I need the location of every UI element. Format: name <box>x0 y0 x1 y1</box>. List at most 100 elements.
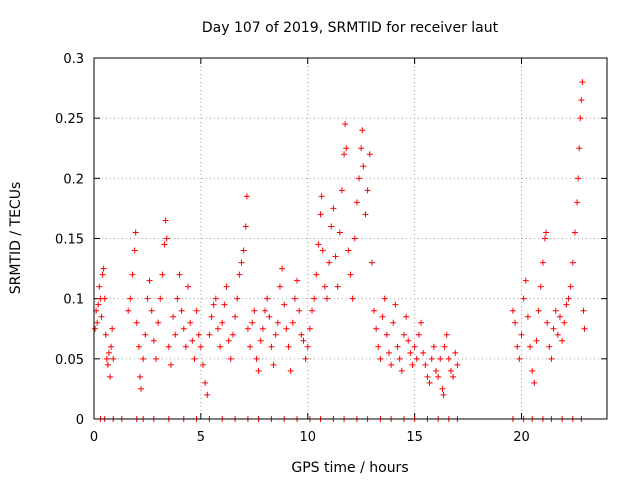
data-point <box>100 265 107 272</box>
data-point <box>200 361 207 368</box>
data-point <box>157 295 164 302</box>
data-point <box>321 283 328 290</box>
data-point <box>96 283 103 290</box>
data-point <box>550 325 557 332</box>
data-point <box>296 307 303 314</box>
y-axis-label: SRMTID / TECUs <box>8 182 24 295</box>
data-point <box>356 175 363 182</box>
data-point <box>204 391 211 398</box>
data-point <box>101 295 108 302</box>
data-point <box>255 367 262 374</box>
data-point <box>270 361 277 368</box>
data-point <box>251 307 258 314</box>
data-point <box>227 355 234 362</box>
data-point <box>405 337 412 344</box>
data-point <box>294 277 301 284</box>
data-point <box>326 259 333 266</box>
data-point <box>197 343 204 350</box>
data-point <box>225 337 232 344</box>
x-tick-label: 0 <box>90 430 98 445</box>
data-point <box>409 361 416 368</box>
data-point <box>383 331 390 338</box>
data-point <box>191 355 198 362</box>
data-point <box>161 241 168 248</box>
data-point <box>437 355 444 362</box>
data-point <box>392 301 399 308</box>
data-point <box>450 373 457 380</box>
data-point <box>512 319 519 326</box>
data-point <box>266 313 273 320</box>
y-tick-label: 0.15 <box>55 233 84 248</box>
data-point <box>133 319 140 326</box>
x-tick-label: 20 <box>513 430 530 445</box>
data-point <box>163 235 170 242</box>
data-point <box>159 271 166 278</box>
data-point <box>98 313 105 320</box>
data-point <box>187 319 194 326</box>
data-point <box>242 223 249 230</box>
data-point <box>509 307 516 314</box>
data-point <box>576 145 583 152</box>
data-point <box>298 331 305 338</box>
data-point <box>571 229 578 236</box>
data-point <box>309 307 316 314</box>
data-point <box>428 355 435 362</box>
data-point <box>559 337 566 344</box>
data-point <box>343 145 350 152</box>
data-point <box>435 373 442 380</box>
data-point <box>439 385 446 392</box>
data-point <box>281 301 288 308</box>
data-point <box>291 295 298 302</box>
data-point <box>311 295 318 302</box>
data-point <box>229 331 236 338</box>
y-tick-label: 0.05 <box>55 353 84 368</box>
data-point <box>403 313 410 320</box>
data-point <box>195 331 202 338</box>
data-point <box>279 265 286 272</box>
data-point <box>180 325 187 332</box>
data-point <box>353 199 360 206</box>
data-point <box>232 313 239 320</box>
data-point <box>136 373 143 380</box>
data-point <box>283 325 290 332</box>
data-point <box>563 301 570 308</box>
data-point <box>581 325 588 332</box>
data-point <box>539 259 546 266</box>
data-point <box>306 325 313 332</box>
data-point <box>109 325 116 332</box>
data-point <box>92 325 99 332</box>
data-point <box>379 313 386 320</box>
data-point <box>400 331 407 338</box>
data-point <box>371 307 378 314</box>
data-point <box>193 307 200 314</box>
data-point <box>210 301 217 308</box>
data-point <box>176 271 183 278</box>
data-point <box>533 337 540 344</box>
data-point <box>454 361 461 368</box>
data-point <box>332 253 339 260</box>
data-point <box>518 331 525 338</box>
data-point <box>514 343 521 350</box>
data-point <box>105 349 112 356</box>
data-point <box>554 331 561 338</box>
data-point <box>388 361 395 368</box>
data-point <box>552 307 559 314</box>
data-point <box>99 271 106 278</box>
data-point <box>150 337 157 344</box>
data-point <box>219 319 226 326</box>
data-point <box>569 259 576 266</box>
data-point <box>531 379 538 386</box>
data-point <box>422 361 429 368</box>
x-tick-label: 5 <box>197 430 205 445</box>
data-point <box>144 295 151 302</box>
data-point <box>447 367 454 374</box>
data-point <box>516 355 523 362</box>
data-point <box>95 301 102 308</box>
data-point <box>172 331 179 338</box>
data-point <box>424 373 431 380</box>
data-point <box>182 343 189 350</box>
data-point <box>328 223 335 230</box>
data-point <box>341 151 348 158</box>
data-point <box>152 355 159 362</box>
